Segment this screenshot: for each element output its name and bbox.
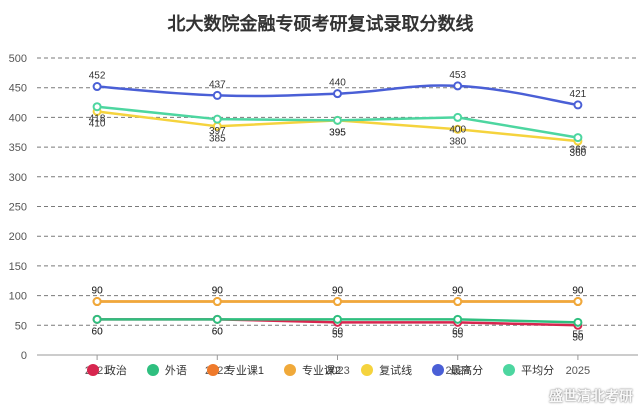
data-label: 395 (329, 127, 346, 138)
data-label: 60 (212, 326, 224, 337)
data-label: 397 (209, 126, 226, 137)
data-label: 90 (92, 286, 104, 297)
x-tick-label: 2023 (325, 365, 349, 377)
data-label: 385 (209, 133, 226, 144)
data-label: 366 (570, 145, 587, 156)
legend-swatch (361, 364, 374, 376)
data-label: 90 (212, 286, 224, 297)
legend-swatch (284, 364, 296, 376)
legend-swatch (206, 364, 219, 376)
data-point (212, 90, 222, 100)
data-point (212, 297, 222, 307)
data-label: 360 (570, 148, 587, 159)
y-tick-label: 350 (9, 142, 27, 154)
legend-label: 外语 (164, 365, 187, 377)
data-point (333, 297, 342, 307)
data-point (92, 297, 102, 307)
legend-item[interactable]: 专业课2 (284, 362, 341, 378)
data-label: 90 (212, 286, 224, 297)
data-label: 380 (449, 136, 466, 147)
legend: 政治 外语 专业课1 专业课2 复试线 最高分 平均分 (0, 360, 641, 380)
data-point (92, 314, 102, 324)
y-tick-label: 400 (9, 112, 27, 124)
legend-label: 平均分 (521, 365, 555, 377)
y-tick-label: 150 (9, 261, 27, 273)
data-point (573, 317, 583, 327)
data-point (212, 314, 222, 324)
watermark: 盛世清北考研 (549, 388, 633, 404)
legend-item[interactable]: 专业课1 (206, 362, 264, 378)
legend-label: 复试线 (379, 365, 413, 377)
data-label: 400 (449, 124, 466, 135)
legend-item[interactable]: 平均分 (503, 362, 554, 378)
y-tick-label: 50 (15, 320, 27, 332)
data-label: 90 (452, 286, 464, 297)
data-point (92, 102, 102, 112)
y-tick-label: 500 (9, 53, 27, 65)
legend-label: 专业课2 (302, 365, 342, 377)
y-tick-label: 0 (21, 350, 27, 362)
data-label: 55 (572, 329, 584, 340)
legend-label: 专业课1 (224, 365, 264, 377)
data-label: 55 (332, 329, 344, 340)
x-tick-label: 2025 (566, 365, 590, 377)
data-point (453, 124, 463, 134)
chart-title: 北大数院金融专硕考研复试录取分数线 (167, 14, 474, 34)
data-label: 50 (572, 332, 584, 343)
x-tick-label: 2024 (445, 365, 469, 377)
data-label: 60 (92, 326, 104, 337)
data-label: 440 (329, 78, 346, 89)
data-point (333, 115, 342, 125)
legend-swatch (146, 364, 159, 376)
data-point (453, 81, 463, 91)
data-label: 90 (92, 286, 104, 297)
data-label: 421 (570, 89, 587, 100)
data-label: 60 (212, 326, 224, 337)
data-point (453, 112, 463, 122)
data-label: 395 (329, 127, 346, 138)
legend-item[interactable]: 复试线 (361, 362, 412, 378)
data-label: 452 (89, 71, 106, 82)
y-tick-label: 450 (9, 83, 27, 95)
y-tick-label: 300 (9, 172, 27, 184)
y-tick-label: 100 (9, 291, 27, 303)
legend-item[interactable]: 外语 (146, 362, 187, 378)
data-point (573, 297, 583, 307)
y-tick-label: 200 (9, 231, 27, 243)
legend-item[interactable]: 政治 (86, 362, 127, 378)
data-point (573, 100, 583, 110)
legend-label: 政治 (104, 365, 127, 377)
data-label: 437 (209, 79, 226, 90)
data-label: 410 (89, 118, 106, 129)
data-point (453, 297, 463, 307)
data-label: 418 (89, 114, 106, 125)
data-label: 90 (572, 286, 584, 297)
data-point (92, 82, 102, 92)
data-point (573, 133, 583, 143)
data-label: 453 (449, 70, 466, 81)
data-label: 90 (332, 286, 344, 297)
data-point (212, 114, 222, 124)
data-label: 90 (452, 286, 464, 297)
legend-label: 最高分 (450, 365, 484, 377)
data-label: 55 (452, 329, 464, 340)
legend-item[interactable]: 最高分 (432, 362, 483, 378)
data-point (333, 89, 342, 99)
y-tick-label: 250 (9, 202, 27, 214)
data-point (453, 314, 463, 324)
legend-swatch (432, 364, 445, 376)
data-point (333, 314, 342, 324)
legend-swatch (503, 364, 516, 376)
data-label: 90 (332, 286, 344, 297)
legend-swatch (86, 364, 99, 376)
data-label: 60 (332, 326, 344, 337)
data-label: 60 (92, 326, 104, 337)
data-label: 60 (452, 326, 464, 337)
data-label: 90 (572, 286, 584, 297)
